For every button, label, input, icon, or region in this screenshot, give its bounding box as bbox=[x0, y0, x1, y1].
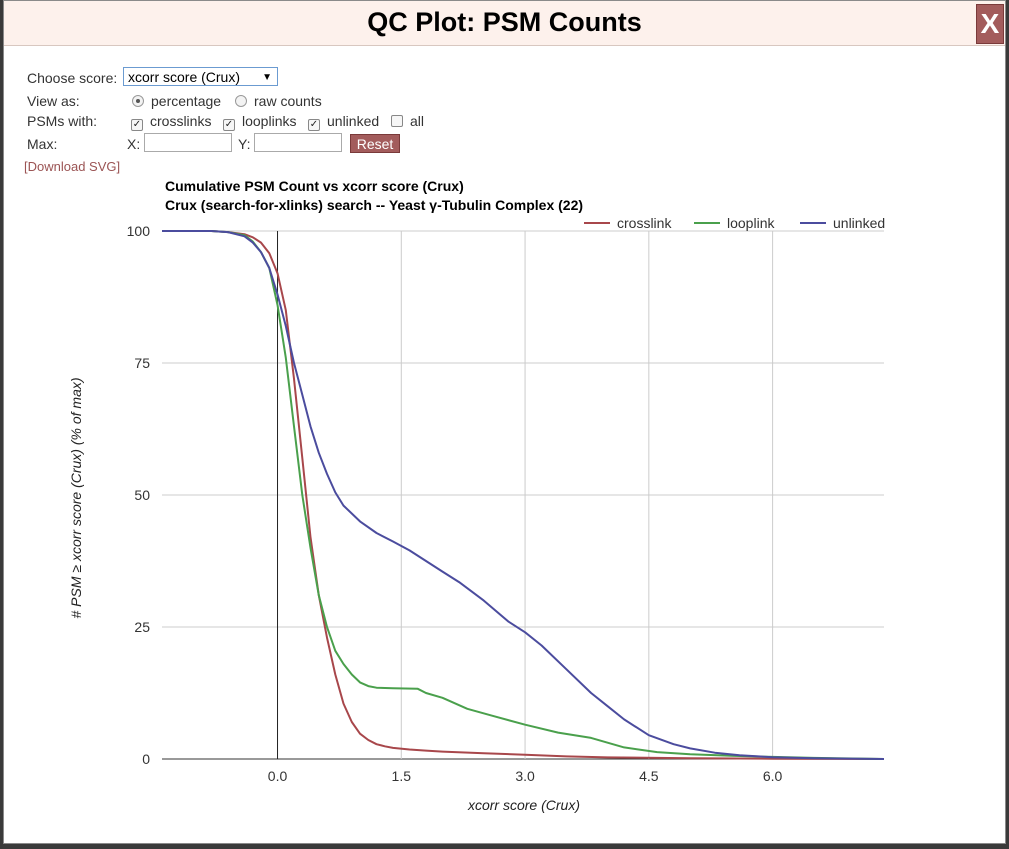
chart-subtitle: Crux (search-for-xlinks) search -- Yeast… bbox=[165, 197, 583, 213]
chart-title: Cumulative PSM Count vs xcorr score (Cru… bbox=[165, 178, 464, 194]
x-tick-label: 6.0 bbox=[763, 768, 783, 784]
max-y-label: Y: bbox=[238, 136, 251, 152]
psm-crosslinks-option[interactable]: ✓ crosslinks bbox=[131, 113, 212, 131]
dialog-title-bar: QC Plot: PSM Counts X bbox=[4, 1, 1005, 46]
max-y-input[interactable] bbox=[254, 133, 342, 152]
x-tick-label: 4.5 bbox=[639, 768, 659, 784]
reset-button[interactable]: Reset bbox=[350, 134, 400, 153]
chart-tick-labels: 0 25 50 75 100 0.0 1.5 3.0 4.5 6.0 bbox=[127, 223, 783, 784]
close-button[interactable]: X bbox=[976, 4, 1004, 44]
chart-legend: crosslink looplink unlinked bbox=[584, 215, 885, 231]
max-x-label: X: bbox=[127, 136, 141, 152]
view-as-label: View as: bbox=[27, 93, 80, 109]
y-axis-label: # PSM ≥ xcorr score (Crux) (% of max) bbox=[68, 377, 84, 618]
score-select[interactable]: xcorr score (Crux) ▼ bbox=[123, 67, 278, 86]
max-label: Max: bbox=[27, 136, 58, 152]
y-tick-label: 25 bbox=[134, 619, 150, 635]
choose-score-label: Choose score: bbox=[27, 70, 118, 86]
view-raw-counts-option[interactable]: raw counts bbox=[235, 91, 322, 111]
psm-unlinked-option[interactable]: ✓ unlinked bbox=[308, 113, 380, 131]
psm-count-chart: Cumulative PSM Count vs xcorr score (Cru… bbox=[68, 178, 885, 813]
x-tick-label: 3.0 bbox=[515, 768, 535, 784]
checkbox-looplinks[interactable]: ✓ bbox=[223, 119, 235, 131]
y-tick-label: 100 bbox=[127, 223, 151, 239]
max-x-input[interactable] bbox=[144, 133, 232, 152]
y-tick-label: 0 bbox=[142, 751, 150, 767]
legend-label-looplink: looplink bbox=[727, 215, 775, 231]
x-axis-label: xcorr score (Crux) bbox=[467, 797, 580, 813]
series-line-unlinked bbox=[162, 230, 885, 760]
chart-series bbox=[162, 230, 885, 760]
series-line-crosslink bbox=[162, 230, 885, 760]
y-tick-label: 50 bbox=[134, 487, 150, 503]
x-tick-label: 0.0 bbox=[268, 768, 288, 784]
psm-all-option[interactable]: all bbox=[391, 111, 424, 131]
legend-label-unlinked: unlinked bbox=[833, 215, 885, 231]
radio-percentage[interactable] bbox=[132, 95, 144, 107]
dialog-title: QC Plot: PSM Counts bbox=[367, 7, 642, 37]
legend-label-crosslink: crosslink bbox=[617, 215, 672, 231]
qc-plot-dialog: QC Plot: PSM Counts X Choose score: xcor… bbox=[3, 0, 1006, 844]
download-svg-link[interactable]: [Download SVG] bbox=[24, 159, 121, 174]
checkbox-unlinked[interactable]: ✓ bbox=[308, 119, 320, 131]
radio-raw-counts[interactable] bbox=[235, 95, 247, 107]
chart-grid bbox=[162, 230, 884, 760]
psm-looplinks-option[interactable]: ✓ looplinks bbox=[223, 113, 297, 131]
dropdown-arrow-icon: ▼ bbox=[262, 72, 272, 83]
view-percentage-option[interactable]: percentage bbox=[132, 91, 221, 111]
checkbox-all[interactable] bbox=[391, 115, 403, 127]
y-tick-label: 75 bbox=[134, 355, 150, 371]
psms-with-label: PSMs with: bbox=[27, 113, 98, 129]
checkbox-crosslinks[interactable]: ✓ bbox=[131, 119, 143, 131]
x-tick-label: 1.5 bbox=[392, 768, 412, 784]
score-select-value: xcorr score (Crux) bbox=[128, 69, 241, 85]
